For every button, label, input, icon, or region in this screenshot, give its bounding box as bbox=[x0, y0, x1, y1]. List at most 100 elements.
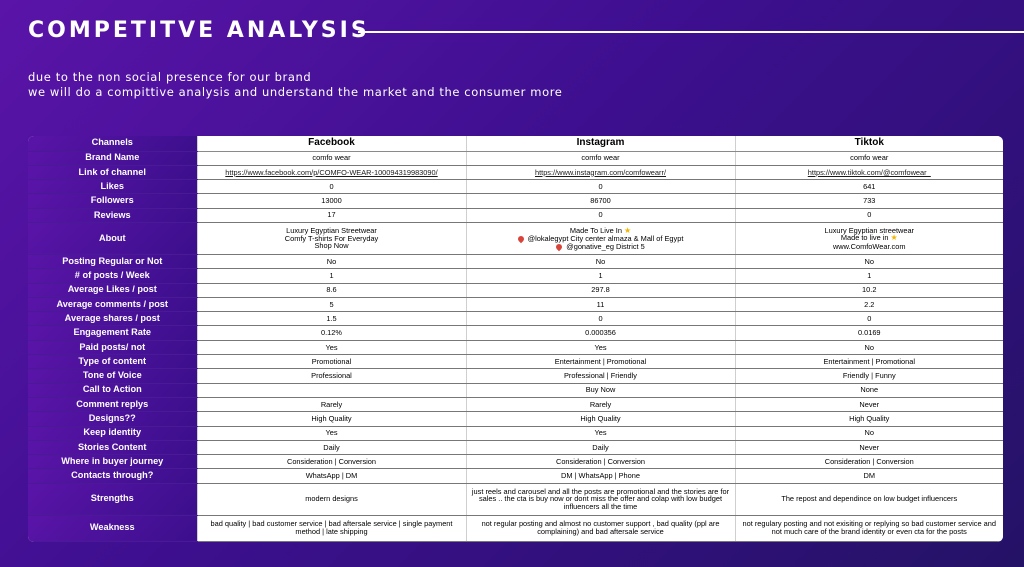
instagram-cell: Yes bbox=[465, 340, 735, 356]
row-label: # of posts / Week bbox=[28, 268, 197, 284]
location-pin-icon bbox=[516, 234, 525, 244]
facebook-cell: WhatsApp | DM bbox=[196, 468, 466, 484]
about-line: Luxury Egyptian Streetwear bbox=[286, 225, 377, 235]
instagram-cell: 0 bbox=[465, 311, 735, 327]
star-icon: ★ bbox=[623, 225, 632, 235]
facebook-cell: modern designs bbox=[196, 483, 466, 516]
table-row: Stories Content Daily Daily Never bbox=[28, 440, 1003, 456]
instagram-cell: not regular posting and almost no custom… bbox=[465, 515, 735, 542]
facebook-cell: bad quality | bad customer service | bad… bbox=[196, 515, 466, 542]
table-row: Contacts through? WhatsApp | DM DM | Wha… bbox=[28, 468, 1003, 484]
table-row: Link of channel https://www.facebook.com… bbox=[28, 165, 1003, 181]
instagram-cell: Yes bbox=[465, 426, 735, 441]
about-line: Made To Live In bbox=[569, 225, 622, 235]
row-label: Comment replys bbox=[28, 397, 197, 413]
row-label: Weakness bbox=[28, 515, 197, 542]
facebook-cell: 5 bbox=[196, 297, 466, 313]
tiktok-cell: Never bbox=[734, 440, 1003, 456]
column-header-channels: Channels bbox=[28, 136, 197, 152]
instagram-cell: Professional | Friendly bbox=[465, 368, 735, 384]
tiktok-cell: No bbox=[734, 340, 1003, 356]
row-label: Average comments / post bbox=[28, 297, 197, 313]
table-row: Keep identity Yes Yes No bbox=[28, 426, 1003, 441]
instagram-cell: 0 bbox=[465, 179, 735, 195]
instagram-cell: 86700 bbox=[465, 193, 735, 209]
facebook-about-cell: Luxury Egyptian Streetwear Comfy T-shirt… bbox=[196, 222, 466, 255]
facebook-cell: Consideration | Conversion bbox=[196, 454, 466, 470]
comparison-table: Channels Facebook Instagram Tiktok Brand… bbox=[28, 136, 1003, 542]
row-label: Posting Regular or Not bbox=[28, 254, 197, 270]
table-row: Average comments / post 5 11 2.2 bbox=[28, 297, 1003, 313]
tiktok-cell: The repost and dependince on low budget … bbox=[734, 483, 1003, 516]
about-line: Shop Now bbox=[314, 241, 349, 251]
facebook-link[interactable]: https://www.facebook.com/p/COMFO-WEAR-10… bbox=[196, 165, 466, 181]
tiktok-cell: comfo wear bbox=[734, 151, 1003, 166]
facebook-cell: 13000 bbox=[196, 193, 466, 209]
table-row: Tone of Voice Professional Professional … bbox=[28, 368, 1003, 384]
row-label: Where in buyer journey bbox=[28, 454, 197, 470]
table-row: Posting Regular or Not No No No bbox=[28, 254, 1003, 270]
tiktok-cell: 0 bbox=[734, 208, 1003, 223]
tiktok-cell: High Quality bbox=[734, 411, 1003, 427]
table-row: Engagement Rate 0.12% 0.000356 0.0169 bbox=[28, 325, 1003, 341]
table-row: Call to Action Buy Now None bbox=[28, 383, 1003, 398]
row-label: Followers bbox=[28, 193, 197, 209]
row-label: Tone of Voice bbox=[28, 368, 197, 384]
about-line: @gonative_eg District 5 bbox=[566, 241, 645, 251]
subtitle-line-1: due to the non social presence for our b… bbox=[28, 70, 312, 84]
table-row: Type of content Promotional Entertainmen… bbox=[28, 354, 1003, 370]
column-header-tiktok: Tiktok bbox=[734, 136, 1003, 152]
tiktok-cell: 10.2 bbox=[734, 283, 1003, 298]
tiktok-cell: No bbox=[734, 254, 1003, 270]
comparison-table-container: Channels Facebook Instagram Tiktok Brand… bbox=[28, 136, 1003, 542]
table-row: Average shares / post 1.5 0 0 bbox=[28, 311, 1003, 327]
tiktok-link[interactable]: https://www.tiktok.com/@comfowear_ bbox=[734, 165, 1003, 181]
facebook-cell bbox=[196, 383, 466, 398]
tiktok-cell: DM bbox=[734, 468, 1003, 484]
instagram-cell: Entertainment | Promotional bbox=[465, 354, 735, 370]
instagram-cell: 297.8 bbox=[465, 283, 735, 298]
tiktok-about-cell: Luxury Egyptian streetwear Made to live … bbox=[734, 222, 1003, 255]
table-row: Paid posts/ not Yes Yes No bbox=[28, 340, 1003, 356]
facebook-cell: Promotional bbox=[196, 354, 466, 370]
tiktok-cell: not regulary posting and not exisiting o… bbox=[734, 515, 1003, 542]
subtitle-line-2: we will do a compittive analysis and und… bbox=[28, 85, 563, 99]
column-header-instagram: Instagram bbox=[465, 136, 735, 152]
row-label: Average shares / post bbox=[28, 311, 197, 327]
star-icon: ★ bbox=[890, 233, 898, 243]
about-line: Made to live in bbox=[840, 233, 889, 243]
table-row: Weakness bad quality | bad customer serv… bbox=[28, 515, 1003, 542]
instagram-link[interactable]: https://www.instagram.com/comfowearr/ bbox=[465, 165, 735, 181]
facebook-cell: High Quality bbox=[196, 411, 466, 427]
facebook-cell: Daily bbox=[196, 440, 466, 456]
tiktok-cell: No bbox=[734, 426, 1003, 441]
location-pin-icon bbox=[554, 242, 564, 251]
page-title: COMPETITVE ANALYSIS bbox=[28, 18, 370, 43]
table-row: # of posts / Week 1 1 1 bbox=[28, 268, 1003, 284]
instagram-cell: comfo wear bbox=[465, 151, 735, 166]
page-subtitle: due to the non social presence for our b… bbox=[28, 70, 562, 100]
tiktok-cell: Consideration | Conversion bbox=[734, 454, 1003, 470]
about-line: Comfy T-shirts For Everyday bbox=[284, 233, 379, 243]
row-label: Engagement Rate bbox=[28, 325, 197, 341]
instagram-cell: 1 bbox=[465, 268, 735, 284]
row-label: Call to Action bbox=[28, 383, 197, 398]
table-row: Followers 13000 86700 733 bbox=[28, 193, 1003, 209]
facebook-cell: comfo wear bbox=[196, 151, 466, 166]
tiktok-cell: 641 bbox=[734, 179, 1003, 195]
table-row: Reviews 17 0 0 bbox=[28, 208, 1003, 223]
row-label: Likes bbox=[28, 179, 197, 195]
facebook-cell: No bbox=[196, 254, 466, 270]
row-label: Stories Content bbox=[28, 440, 197, 456]
row-label: Link of channel bbox=[28, 165, 197, 181]
about-line: www.ComfoWear.com bbox=[832, 241, 906, 251]
instagram-cell: No bbox=[465, 254, 735, 270]
table-row: Designs?? High Quality High Quality High… bbox=[28, 411, 1003, 427]
row-label: Paid posts/ not bbox=[28, 340, 197, 356]
tiktok-cell: Never bbox=[734, 397, 1003, 413]
facebook-cell: 8.6 bbox=[196, 283, 466, 298]
facebook-cell: Yes bbox=[196, 426, 466, 441]
instagram-cell: Rarely bbox=[465, 397, 735, 413]
row-label: Contacts through? bbox=[28, 468, 197, 484]
table-header-row: Channels Facebook Instagram Tiktok bbox=[28, 136, 1003, 152]
